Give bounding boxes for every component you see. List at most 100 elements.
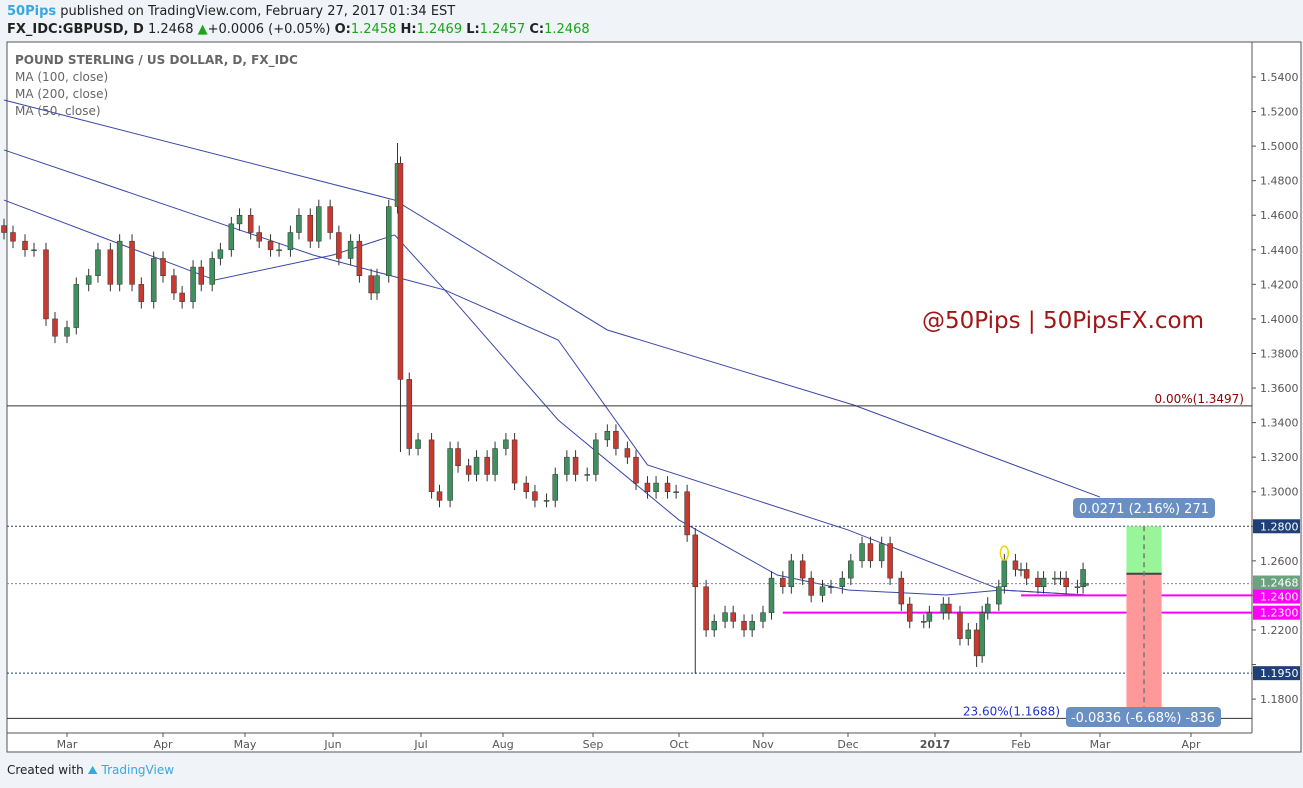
author-link[interactable]: 50Pips — [7, 4, 57, 19]
price-label-box — [1253, 519, 1300, 534]
candle-body — [256, 232, 262, 242]
candle-body — [878, 543, 885, 562]
candle-body — [799, 560, 806, 579]
close-value: 1.2468 — [544, 22, 590, 37]
candle-body — [984, 603, 991, 613]
y-tick-label: 1.3200 — [1260, 451, 1299, 464]
candle-body — [1063, 577, 1069, 588]
candle-body — [1080, 569, 1086, 588]
x-tick-label: Aug — [492, 738, 513, 751]
candle-body — [217, 249, 224, 259]
y-tick-label: 1.5200 — [1260, 106, 1299, 119]
candle-body — [644, 482, 651, 492]
x-tick-label: Jul — [413, 738, 427, 751]
candle-body — [867, 543, 874, 562]
open-label: O: — [334, 22, 351, 37]
candle-body — [415, 439, 421, 449]
price-label-box — [1253, 666, 1300, 681]
price-label-box — [1253, 575, 1300, 590]
symbol: FX_IDC:GBPUSD, D — [7, 22, 144, 37]
highlight-marker — [999, 545, 1010, 561]
close-label: C: — [529, 22, 545, 37]
ohlc-bar: FX_IDC:GBPUSD, D 1.2468 ▲+0.0006 (+0.05%… — [7, 22, 590, 37]
candle-body — [552, 474, 559, 501]
candle-body — [887, 543, 893, 579]
x-tick-label: May — [234, 738, 257, 751]
moving-average-line — [3, 199, 1086, 596]
target-label-box — [1073, 498, 1215, 518]
candle-body — [906, 603, 913, 622]
price-label: 1.2800 — [1260, 520, 1299, 533]
x-tick-label: Jun — [323, 738, 341, 751]
up-arrow-icon: ▲ — [197, 22, 208, 37]
price-label: 1.2468 — [1260, 577, 1299, 590]
candle-body — [780, 577, 786, 588]
y-tick-label: 1.2200 — [1260, 624, 1299, 637]
candle-body — [749, 621, 755, 631]
price-label-box — [1253, 589, 1300, 604]
candle-body — [996, 586, 1002, 605]
candle-body — [703, 586, 709, 631]
legend-ma100[interactable]: MA (100, close) — [15, 70, 108, 84]
candle-body — [523, 482, 529, 492]
fib-label: 0.00%(1.3497) — [1155, 392, 1244, 406]
legend-ma50[interactable]: MA (50, close) — [15, 104, 101, 118]
fib-label: 23.60%(1.1688) — [963, 704, 1060, 718]
candle-body — [564, 456, 570, 475]
moving-average-line — [3, 99, 1101, 498]
candle-body — [209, 258, 215, 285]
candle-body — [673, 491, 679, 493]
candle-body — [1001, 560, 1008, 588]
created-with: Created with — [7, 763, 84, 777]
y-tick-label: 1.3400 — [1260, 417, 1299, 430]
low-label: L: — [466, 22, 480, 37]
y-tick-label: 1.5400 — [1260, 71, 1299, 84]
candle-body — [730, 612, 736, 622]
candle-body — [898, 577, 905, 605]
y-tick-label: 1.4800 — [1260, 175, 1299, 188]
candle-body — [116, 240, 123, 285]
x-tick-label: Nov — [752, 738, 774, 751]
candle-body — [819, 586, 826, 596]
candle-body — [150, 258, 157, 302]
candle-body — [848, 560, 854, 579]
legend-ma200[interactable]: MA (200, close) — [15, 87, 108, 101]
candle-body — [179, 292, 185, 302]
candle-body — [593, 439, 599, 475]
candle-body — [385, 206, 392, 276]
x-tick-label: 2017 — [920, 738, 951, 751]
legend-title: POUND STERLING / US DOLLAR, D, FX_IDC — [15, 53, 298, 68]
candle-body — [711, 621, 717, 631]
y-tick-label: 1.4200 — [1260, 278, 1299, 291]
candle-body — [684, 491, 690, 536]
x-tick-label: Sep — [583, 738, 604, 751]
candle-body — [190, 266, 196, 302]
candle-body — [236, 214, 243, 225]
candle-body — [10, 232, 16, 242]
x-tick-label: Oct — [669, 738, 689, 751]
tradingview-link[interactable]: TradingView — [101, 763, 175, 777]
candle-body — [22, 240, 28, 251]
candle-body — [760, 612, 766, 622]
candle-body — [979, 612, 985, 657]
candle-body — [921, 621, 927, 623]
price-label: 1.1950 — [1260, 667, 1299, 680]
candle-body — [198, 266, 205, 285]
y-tick-label: 1.1800 — [1260, 693, 1299, 706]
candle-body — [31, 249, 37, 252]
candle-body — [447, 448, 453, 501]
candle-body — [455, 448, 461, 467]
candle-body — [307, 214, 314, 242]
candle-body — [664, 482, 671, 492]
candle-body — [839, 577, 846, 588]
candle-body — [492, 448, 498, 475]
candle-body — [138, 284, 145, 302]
x-tick-label: Mar — [57, 738, 78, 751]
candle-body — [692, 534, 699, 588]
candle-body — [613, 430, 619, 449]
candle-body — [722, 612, 728, 622]
candle-body — [1018, 569, 1024, 571]
candle-body — [228, 223, 235, 251]
candle-body — [1, 225, 7, 233]
